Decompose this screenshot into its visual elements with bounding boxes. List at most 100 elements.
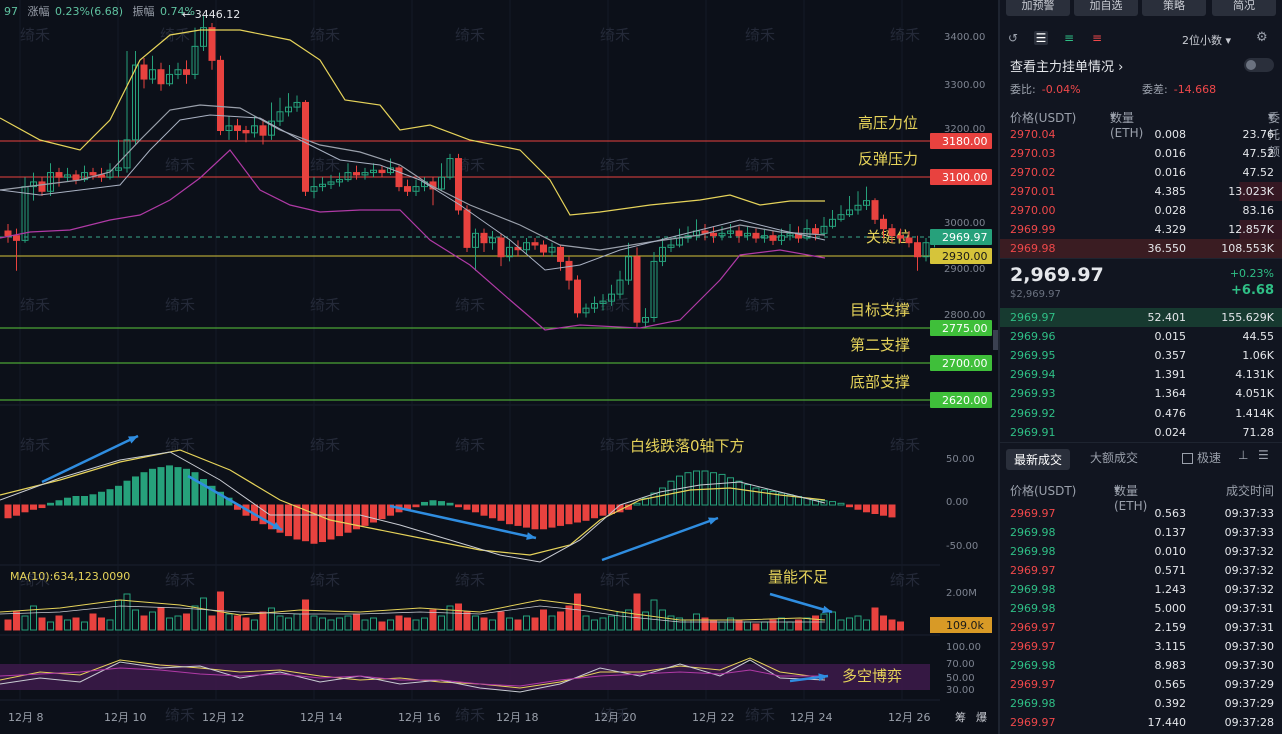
x-label-2: 12月 12 — [202, 711, 245, 724]
volume-axis-label: 2.00M — [946, 588, 977, 599]
settings-list-icon[interactable]: ☰ — [1258, 448, 1269, 462]
volume-bar — [888, 619, 896, 631]
ask-row[interactable]: 2970.04 0.008 23.76 — [1000, 125, 1282, 144]
filter-icon[interactable]: ⊥ — [1238, 448, 1249, 462]
macd-bar — [132, 476, 139, 506]
decimal-select[interactable]: 2位小数 ▾ — [1182, 32, 1231, 48]
volume-down-arrow-head — [822, 605, 832, 614]
candle-body — [531, 242, 539, 246]
bid-row[interactable]: 2969.92 0.476 1.414K — [1000, 404, 1282, 423]
add-favorite-button[interactable]: 加自选 — [1074, 0, 1138, 16]
volume-bar — [846, 617, 853, 631]
bid-row-qty: 1.364 — [1154, 387, 1187, 401]
candle-body — [217, 59, 224, 131]
ask-row-total: 47.52 — [1242, 166, 1275, 179]
ob-header-total[interactable]: 委托额 ▾ — [1267, 109, 1280, 159]
x-label-4: 12月 16 — [398, 711, 441, 724]
bid-row[interactable]: 2969.94 1.391 4.131K — [1000, 365, 1282, 384]
volume-bar — [676, 617, 683, 631]
strategy-button[interactable]: 策略 — [1142, 0, 1206, 16]
volume-bar — [370, 617, 377, 631]
bid-row-total: 1.414K — [1235, 406, 1274, 420]
rsi-axis-label: 30.00 — [946, 685, 975, 696]
trade-time: 09:37:32 — [1224, 583, 1274, 596]
rsi-axis-label: 100.00 — [946, 642, 981, 653]
candle-body — [540, 244, 547, 253]
candle-body — [140, 64, 148, 80]
orderbook-both-icon[interactable]: ☰ — [1034, 31, 1048, 45]
trade-qty: 0.563 — [1154, 507, 1187, 520]
macd-bar — [30, 504, 37, 510]
bid-row[interactable]: 2969.95 0.357 1.06K — [1000, 346, 1282, 365]
chevron-down-icon: ▾ — [1225, 34, 1232, 47]
macd-bar — [106, 489, 114, 506]
watermark-text: 绮禾 — [600, 571, 630, 589]
x-label-3: 12月 14 — [300, 711, 343, 724]
trade-row: 2969.98 5.000 09:37:31 — [1000, 599, 1282, 618]
amplitude-label: 振幅 — [132, 5, 155, 18]
trade-row: 2969.98 8.983 09:37:30 — [1000, 656, 1282, 675]
bid-row[interactable]: 2969.91 0.024 71.28 — [1000, 423, 1282, 442]
macd-bar — [761, 489, 768, 506]
bid-row-total: 155.629K — [1221, 311, 1274, 324]
watermark-text: 绮禾 — [455, 296, 485, 314]
tr-header-qty[interactable]: 数量(ETH) ▾ — [1114, 482, 1148, 513]
macd-bar — [123, 480, 131, 506]
main-orders-toggle[interactable] — [1244, 58, 1274, 72]
volume-bar — [897, 621, 904, 631]
main-orders-link[interactable]: 查看主力挂单情况 › — [1010, 56, 1123, 75]
volume-bar — [608, 615, 615, 631]
tab-latest-trades[interactable]: 最新成交 — [1006, 449, 1071, 470]
volume-bar — [854, 615, 862, 631]
bid-row-price: 2969.96 — [1010, 330, 1056, 344]
level-tag-price: 2775.00 — [942, 322, 988, 335]
bid-row[interactable]: 2969.96 0.015 44.55 — [1000, 327, 1282, 346]
x-right-burst-icon[interactable]: 爆 — [976, 711, 987, 724]
candle-body — [285, 106, 292, 113]
kline-chart-area[interactable]: 绮禾 绮禾 绮禾 绮禾 绮禾 绮禾 绮禾 绮禾 绮禾 绮禾 绮禾 绮禾 绮禾 绮禾 绮禾 绮禾 绮禾 绮禾 绮禾 绮禾… — [0, 0, 998, 734]
ask-row[interactable]: 2970.02 0.016 47.52 — [1000, 163, 1282, 182]
change-value: 0.23%(6.68) — [55, 5, 124, 18]
macd-bar — [506, 504, 513, 525]
macd-bar — [812, 499, 819, 506]
ask-row-price: 2970.01 — [1010, 185, 1056, 198]
orderbook-mode-icon[interactable]: ↺ — [1007, 31, 1019, 45]
level-tag — [930, 133, 992, 149]
ob-header-qty[interactable]: 数量(ETH) ▾ — [1110, 109, 1144, 140]
panel-divider[interactable] — [998, 0, 1000, 734]
trade-qty: 2.159 — [1154, 621, 1187, 634]
orderbook-asks-icon[interactable]: ≡ — [1091, 31, 1103, 45]
change-label: 涨幅 — [27, 5, 50, 18]
ask-row[interactable]: 2970.01 4.385 13.023K — [1000, 182, 1282, 201]
tab-large-trades[interactable]: 大额成交 — [1090, 451, 1139, 465]
macd-annotation: 白线跌落0轴下方 — [630, 437, 745, 455]
ask-row-total: 47.52 — [1242, 147, 1275, 160]
x-right-chip-icon[interactable]: 筹 — [955, 711, 966, 724]
orderbook-view-switcher: ↺ ☰ ≡ ≡ — [1006, 31, 1104, 45]
macd-bar — [854, 504, 862, 510]
volume-bar — [667, 615, 675, 631]
macd-bar — [769, 490, 777, 506]
ask-row[interactable]: 2969.98 36.550 108.553K — [1000, 239, 1282, 258]
overview-button[interactable]: 简况 — [1212, 0, 1276, 16]
bid-row-total: 44.55 — [1242, 330, 1275, 344]
trade-time: 09:37:30 — [1224, 640, 1274, 653]
ask-row[interactable]: 2970.00 0.028 83.16 — [1000, 201, 1282, 220]
add-alert-button[interactable]: 加预警 — [1006, 0, 1070, 16]
bid-row[interactable]: 2969.93 1.364 4.051K — [1000, 384, 1282, 403]
rsi-arrow-head — [818, 673, 828, 682]
ask-row[interactable]: 2969.99 4.329 12.857K — [1000, 220, 1282, 239]
trade-time: 09:37:29 — [1224, 697, 1274, 710]
gear-icon[interactable]: ⚙ — [1256, 30, 1268, 45]
orderbook-bids-icon[interactable]: ≡ — [1063, 31, 1075, 45]
macd-bar — [412, 504, 420, 508]
rsi-axis-label: 50.00 — [946, 673, 975, 684]
speed-checkbox[interactable]: 极速 — [1182, 449, 1221, 466]
candle-body — [276, 111, 284, 122]
trade-row: 2969.97 3.115 09:37:30 — [1000, 637, 1282, 656]
macd-bar — [327, 504, 335, 540]
macd-bar — [285, 504, 292, 537]
ask-row[interactable]: 2970.03 0.016 47.52 — [1000, 144, 1282, 163]
bid-row[interactable]: 2969.97 52.401 155.629K — [1000, 308, 1282, 327]
tr-header-time: 成交时间 — [1225, 484, 1274, 498]
